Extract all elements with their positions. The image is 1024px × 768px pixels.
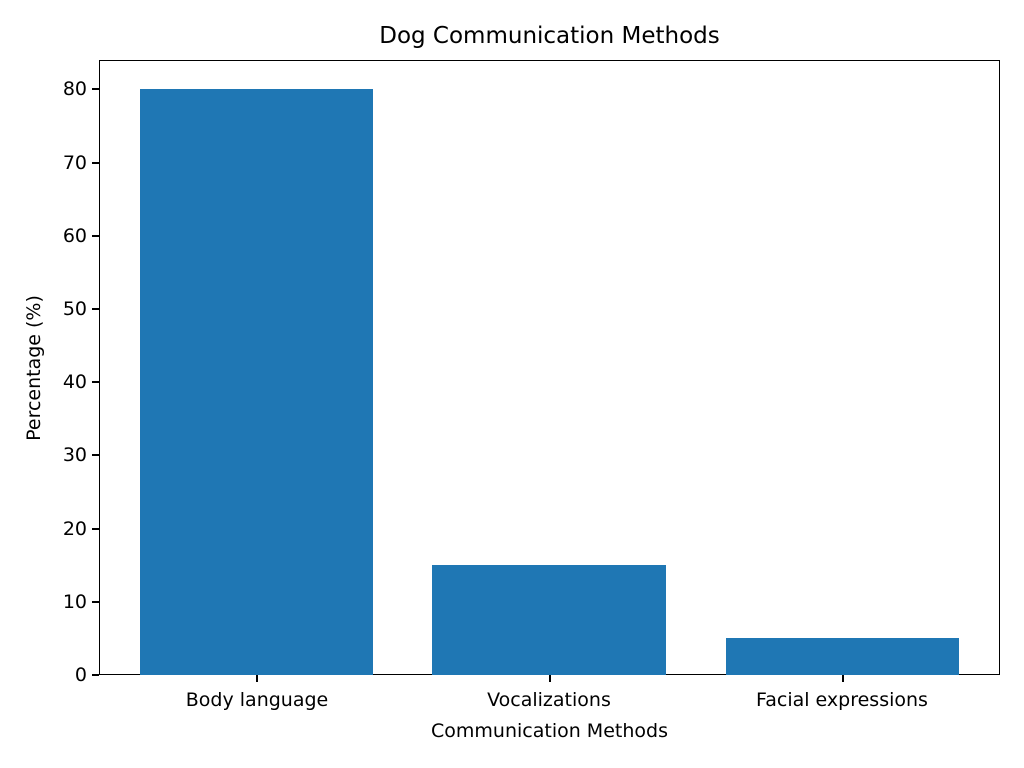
y-tick-label: 50 bbox=[62, 298, 87, 320]
x-axis-label: Communication Methods bbox=[431, 720, 668, 742]
y-tick-label: 60 bbox=[62, 225, 87, 247]
y-tick bbox=[92, 235, 99, 237]
x-tick-label-facial-expressions: Facial expressions bbox=[756, 689, 928, 711]
x-tick bbox=[256, 675, 258, 682]
y-tick bbox=[92, 528, 99, 530]
bar-vocalizations bbox=[432, 565, 666, 675]
x-tick-label-body-language: Body language bbox=[185, 689, 329, 711]
y-axis-label: Percentage (%) bbox=[23, 295, 45, 441]
y-tick bbox=[92, 454, 99, 456]
y-tick bbox=[92, 674, 99, 676]
y-tick-label: 80 bbox=[62, 78, 87, 100]
y-tick-label: 20 bbox=[62, 518, 87, 540]
y-tick bbox=[92, 88, 99, 90]
y-tick bbox=[92, 162, 99, 164]
x-tick bbox=[842, 675, 844, 682]
bar-facial-expressions bbox=[726, 638, 959, 675]
y-tick bbox=[92, 308, 99, 310]
y-tick-label: 70 bbox=[62, 152, 87, 174]
y-tick-label: 0 bbox=[74, 664, 87, 686]
y-tick bbox=[92, 381, 99, 383]
y-tick-label: 30 bbox=[62, 444, 87, 466]
x-tick bbox=[549, 675, 551, 682]
y-tick-label: 40 bbox=[62, 371, 87, 393]
chart-title: Dog Communication Methods bbox=[379, 23, 720, 49]
bar-body-language bbox=[140, 89, 373, 675]
y-tick bbox=[92, 601, 99, 603]
y-tick-label: 10 bbox=[62, 591, 87, 613]
x-tick-label-vocalizations: Vocalizations bbox=[487, 689, 611, 711]
